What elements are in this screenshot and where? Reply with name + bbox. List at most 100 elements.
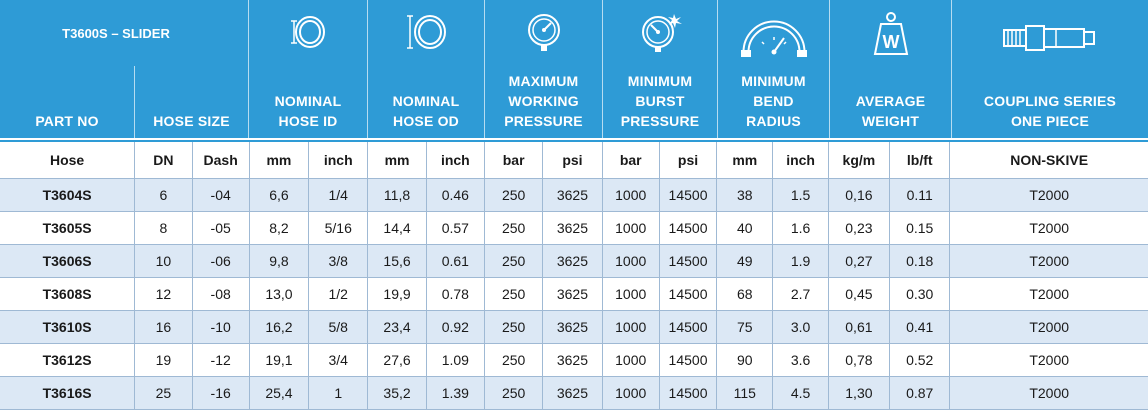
table-row: T3608S 12 -08 13,0 1/2 19,9 0.78 250 3625 1000 145… [0, 277, 1148, 311]
table-cell: 250 [483, 376, 543, 410]
table-cell: 1.09 [425, 343, 485, 377]
table-cell: 14500 [658, 277, 717, 311]
table-cell: 14500 [658, 343, 717, 377]
part-number-cell: T3610S [0, 310, 135, 344]
table-cell: 14500 [658, 211, 717, 245]
header-divider [248, 0, 249, 138]
unit-header-cell: bar [601, 140, 660, 179]
table-cell: 1000 [601, 178, 660, 212]
table-row: T3605S 8 -05 8,2 5/16 14,4 0.57 250 3625 1000 1450… [0, 211, 1148, 245]
table-cell: 250 [483, 310, 543, 344]
table-cell: 3625 [542, 343, 603, 377]
table-row: T3606S 10 -06 9,8 3/8 15,6 0.61 250 3625 1000 1450… [0, 244, 1148, 278]
unit-header-cell: Hose [0, 140, 135, 179]
unit-header-cell: lb/ft [889, 140, 950, 179]
min-bend-radius-label: MINIMUM BEND RADIUS [741, 73, 806, 129]
table-cell: 0.61 [425, 244, 485, 278]
part-number-cell: T3605S [0, 211, 135, 245]
table-cell: 250 [483, 211, 543, 245]
table-cell: 1000 [601, 343, 660, 377]
table-cell: 0,78 [827, 343, 890, 377]
unit-header-cell: inch [308, 140, 368, 179]
table-cell: -10 [191, 310, 250, 344]
table-cell: 90 [716, 343, 773, 377]
table-cell: 0.18 [889, 244, 950, 278]
table-cell: 3625 [542, 277, 603, 311]
table-cell: 14500 [658, 178, 717, 212]
unit-header-cell: mm [716, 140, 773, 179]
table-cell: 23,4 [367, 310, 427, 344]
table-cell: 12 [134, 277, 192, 311]
table-cell: 3/8 [308, 244, 368, 278]
header-hose-size: HOSE SIZE [135, 0, 248, 138]
header-coupling-series: COUPLING SERIES ONE PIECE [952, 0, 1148, 138]
header-divider [829, 0, 830, 138]
table-cell: 4.5 [772, 376, 829, 410]
table-cell: 3/4 [308, 343, 368, 377]
table-cell: 25 [134, 376, 192, 410]
table-cell: 27,6 [367, 343, 427, 377]
hose-id-icon [291, 16, 325, 48]
bend-radius-icon [740, 20, 807, 57]
table-cell: 11,8 [367, 178, 427, 212]
table-cell: 6 [134, 178, 192, 212]
table-cell: 3625 [542, 211, 603, 245]
table-cell: 49 [716, 244, 773, 278]
pressure-gauge-icon [527, 14, 560, 51]
table-cell: 0.78 [425, 277, 485, 311]
table-row: T3616S 25 -16 25,4 1 35,2 1.39 250 3625 1000 14500… [0, 376, 1148, 410]
table-cell: T2000 [949, 211, 1148, 245]
svg-text:W: W [882, 32, 899, 52]
table-cell: 2.7 [772, 277, 829, 311]
table-cell: T2000 [949, 343, 1148, 377]
table-cell: 250 [483, 244, 543, 278]
table-cell: 19 [134, 343, 192, 377]
part-no-label: PART NO [35, 113, 99, 129]
table-cell: 1000 [601, 376, 660, 410]
table-cell: 6,6 [248, 178, 309, 212]
part-number-cell: T3612S [0, 343, 135, 377]
unit-header-cell: Dash [191, 140, 250, 179]
table-cell: 16 [134, 310, 192, 344]
header-min-bend-radius: MINIMUM BEND RADIUS [718, 0, 829, 138]
hose-size-label: HOSE SIZE [153, 113, 230, 129]
table-cell: T2000 [949, 376, 1148, 410]
header-nominal-hose-id: NOMINAL HOSE ID [249, 0, 367, 138]
header-divider [717, 0, 718, 138]
table-cell: 8 [134, 211, 192, 245]
table-row: T3612S 19 -12 19,1 3/4 27,6 1.09 250 3625 1000 145… [0, 343, 1148, 377]
header-divider [951, 0, 952, 138]
nominal-hose-od-label: NOMINAL HOSE OD [392, 93, 460, 129]
table-cell: 9,8 [248, 244, 309, 278]
table-cell: 5/8 [308, 310, 368, 344]
table-cell: 250 [483, 178, 543, 212]
table-cell: 14500 [658, 376, 717, 410]
table-cell: 19,1 [248, 343, 309, 377]
weight-icon: W [873, 12, 908, 55]
table-cell: 3625 [542, 244, 603, 278]
table-cell: -04 [191, 178, 250, 212]
table-cell: 35,2 [367, 376, 427, 410]
table-cell: 13,0 [248, 277, 309, 311]
average-weight-label: AVERAGE WEIGHT [855, 93, 926, 129]
table-cell: 0.92 [425, 310, 485, 344]
table-cell: 1.9 [772, 244, 829, 278]
unit-header-cell: mm [248, 140, 309, 179]
unit-header-cell: NON-SKIVE [949, 140, 1148, 179]
spec-table: Hose DN Dash mm inch mm inch bar psi bar psi mm inch… [0, 140, 1148, 410]
table-cell: 0.30 [889, 277, 950, 311]
table-cell: T2000 [949, 178, 1148, 212]
table-cell: -06 [191, 244, 250, 278]
table-cell: 0.57 [425, 211, 485, 245]
table-cell: 16,2 [248, 310, 309, 344]
header-divider [484, 0, 485, 138]
table-cell: 250 [483, 277, 543, 311]
table-cell: 10 [134, 244, 192, 278]
unit-header-cell: kg/m [827, 140, 890, 179]
table-cell: -08 [191, 277, 250, 311]
table-cell: 0.11 [889, 178, 950, 212]
max-working-pressure-label: MAXIMUM WORKING PRESSURE [504, 73, 583, 129]
unit-header-cell: psi [658, 140, 717, 179]
table-cell: 68 [716, 277, 773, 311]
table-cell: 40 [716, 211, 773, 245]
